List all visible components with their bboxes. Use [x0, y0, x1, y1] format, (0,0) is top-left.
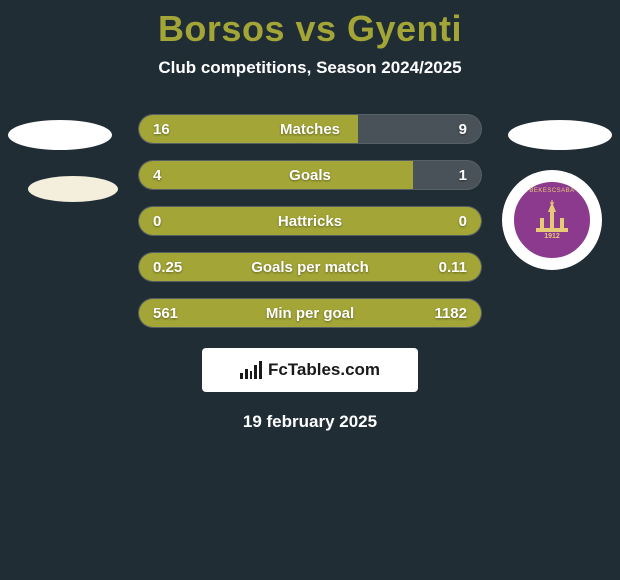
badge-year: 1912: [514, 233, 590, 240]
stat-label: Hattricks: [139, 207, 481, 235]
club-badge: BEKESCSABA 1912: [502, 170, 602, 270]
right-player-placeholder: [508, 120, 612, 150]
stats-bars: 16 Matches 9 4 Goals 1 0 Hattricks 0 0.2…: [138, 114, 482, 328]
ellipse-shape: [28, 176, 118, 202]
badge-text-top: BEKESCSABA: [514, 188, 590, 194]
stat-label: Goals per match: [139, 253, 481, 281]
date-text: 19 february 2025: [0, 412, 620, 432]
stat-row-min-per-goal: 561 Min per goal 1182: [138, 298, 482, 328]
ellipse-shape: [508, 120, 612, 150]
stat-right-value: 1182: [434, 299, 467, 327]
stat-label: Goals: [139, 161, 481, 189]
stat-label: Min per goal: [139, 299, 481, 327]
stat-right-value: 0.11: [439, 253, 467, 281]
ellipse-shape: [8, 120, 112, 150]
stat-row-goals: 4 Goals 1: [138, 160, 482, 190]
stat-row-hattricks: 0 Hattricks 0: [138, 206, 482, 236]
branding-box: FcTables.com: [202, 348, 418, 392]
bar-chart-icon: [240, 361, 262, 379]
stat-row-matches: 16 Matches 9: [138, 114, 482, 144]
stat-row-goals-per-match: 0.25 Goals per match 0.11: [138, 252, 482, 282]
left-player-placeholder: [8, 120, 118, 202]
subtitle: Club competitions, Season 2024/2025: [0, 58, 620, 78]
club-badge-inner: BEKESCSABA 1912: [510, 178, 594, 262]
stat-right-value: 1: [459, 161, 467, 189]
stat-right-value: 9: [459, 115, 467, 143]
page-title: Borsos vs Gyenti: [0, 0, 620, 50]
stat-right-value: 0: [459, 207, 467, 235]
stat-label: Matches: [139, 115, 481, 143]
branding-text: FcTables.com: [268, 360, 380, 380]
